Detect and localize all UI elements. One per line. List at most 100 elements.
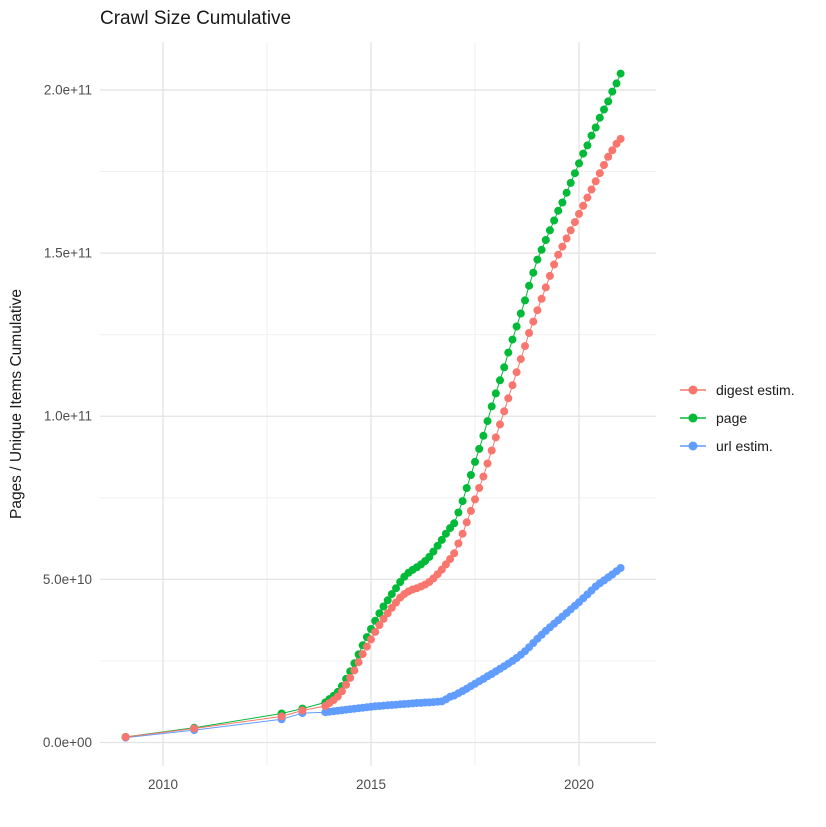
data-point xyxy=(508,381,517,390)
data-point xyxy=(190,724,199,733)
data-point xyxy=(512,322,521,331)
data-point xyxy=(516,309,525,318)
x-tick-label: 2015 xyxy=(356,777,386,792)
data-point xyxy=(458,497,467,506)
data-point xyxy=(554,250,563,259)
data-point xyxy=(604,152,613,161)
data-point xyxy=(496,376,504,385)
data-point xyxy=(570,218,579,227)
data-point xyxy=(337,687,346,696)
data-point xyxy=(579,201,588,210)
series-line xyxy=(125,567,621,739)
data-point xyxy=(375,609,384,618)
data-point xyxy=(529,268,538,277)
legend-key-icon xyxy=(680,385,706,395)
data-point xyxy=(475,484,484,492)
data-point xyxy=(616,69,625,78)
data-point xyxy=(379,602,388,611)
data-point xyxy=(575,209,583,218)
legend: digest estim. page url estim. xyxy=(678,381,795,465)
data-point xyxy=(525,329,534,337)
data-point xyxy=(591,177,600,186)
data-point xyxy=(487,402,496,411)
data-point xyxy=(516,355,525,364)
data-point xyxy=(550,260,559,269)
data-point xyxy=(529,317,538,326)
chart-title: Crawl Size Cumulative xyxy=(100,8,292,29)
data-point xyxy=(566,226,575,235)
data-point xyxy=(362,642,371,651)
data-point xyxy=(604,97,613,106)
y-axis-title: Pages / Unique Items Cumulative xyxy=(8,288,25,520)
y-tick-label: 5.0e+10 xyxy=(43,572,92,587)
data-point xyxy=(454,508,463,517)
data-point xyxy=(500,363,509,372)
data-point xyxy=(616,564,625,572)
data-point xyxy=(471,457,479,466)
data-point xyxy=(121,733,130,741)
data-point xyxy=(608,146,617,155)
data-point xyxy=(587,185,596,194)
y-tick-label: 1.0e+11 xyxy=(44,409,92,424)
data-point xyxy=(466,506,475,515)
y-tick-label: 1.5e+11 xyxy=(44,246,92,261)
data-point xyxy=(346,673,355,682)
data-point xyxy=(591,123,600,132)
data-point xyxy=(483,459,492,468)
y-tick-label: 0.0e+00 xyxy=(43,735,92,750)
data-point xyxy=(583,141,592,150)
data-point xyxy=(558,198,567,207)
series-line xyxy=(125,138,621,738)
legend-item: page xyxy=(678,409,795,427)
data-point xyxy=(504,348,513,357)
data-point xyxy=(454,539,463,548)
data-point xyxy=(612,79,621,88)
data-point xyxy=(595,169,604,178)
data-point xyxy=(562,234,571,243)
data-point xyxy=(537,294,546,303)
data-point xyxy=(387,590,396,599)
data-point xyxy=(475,444,484,453)
x-tick-label: 2010 xyxy=(148,777,178,792)
data-point xyxy=(600,161,608,169)
data-point xyxy=(533,255,542,264)
data-point xyxy=(583,193,592,202)
data-point xyxy=(462,518,471,527)
data-point xyxy=(358,650,367,659)
data-point xyxy=(545,271,554,280)
data-point xyxy=(433,541,442,550)
data-point xyxy=(479,472,488,481)
data-point xyxy=(367,635,375,644)
data-point xyxy=(575,159,583,168)
legend-item: url estim. xyxy=(678,437,795,455)
data-point xyxy=(491,433,500,442)
data-point xyxy=(533,306,542,315)
data-point xyxy=(479,431,488,440)
data-point xyxy=(375,621,384,630)
data-point xyxy=(521,342,529,351)
series-line xyxy=(125,73,622,738)
data-point xyxy=(600,105,608,114)
data-point xyxy=(458,529,467,538)
data-point xyxy=(342,680,351,689)
legend-key-icon xyxy=(680,413,706,423)
data-point xyxy=(570,169,579,178)
data-point xyxy=(298,706,307,715)
legend-label: digest estim. xyxy=(716,382,795,398)
data-point xyxy=(587,131,596,140)
data-point xyxy=(541,236,550,244)
data-point xyxy=(521,296,529,305)
data-point xyxy=(541,283,550,292)
data-point xyxy=(446,555,455,564)
data-point xyxy=(616,134,625,143)
data-point xyxy=(512,368,521,377)
data-point xyxy=(429,547,438,556)
data-point xyxy=(500,407,509,416)
data-point xyxy=(392,584,400,593)
data-point xyxy=(471,495,479,504)
data-point xyxy=(545,226,554,235)
data-point xyxy=(383,596,392,605)
data-point xyxy=(462,484,471,492)
